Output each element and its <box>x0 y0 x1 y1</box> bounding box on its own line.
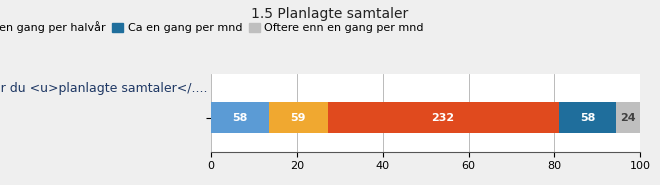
Legend: Aldri, Ca en gang per år, Ca en gang per halvår, Ca en gang per mnd, Oftere enn : Aldri, Ca en gang per år, Ca en gang per… <box>0 22 424 33</box>
Bar <box>269 102 327 133</box>
Bar <box>558 102 616 133</box>
Text: 58: 58 <box>232 112 248 122</box>
Text: 24: 24 <box>620 112 636 122</box>
Text: Hvor ofte har du <u>planlagte samtaler</....: Hvor ofte har du <u>planlagte samtaler</… <box>0 82 208 95</box>
Bar <box>211 102 269 133</box>
Bar <box>616 102 640 133</box>
Text: 1.5 Planlagte samtaler: 1.5 Planlagte samtaler <box>251 7 409 21</box>
Text: 59: 59 <box>290 112 306 122</box>
Text: 232: 232 <box>432 112 455 122</box>
Text: 58: 58 <box>579 112 595 122</box>
Bar <box>327 102 558 133</box>
